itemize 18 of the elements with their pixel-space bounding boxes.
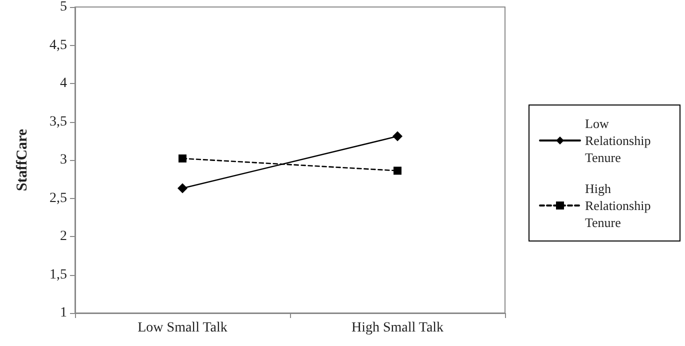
y-tick-label: 3 (60, 152, 67, 168)
y-tick-label: 1,5 (50, 267, 67, 282)
point (178, 183, 188, 194)
legend-label: Low Relationship Tenure (585, 116, 654, 165)
point (394, 166, 402, 175)
y-axis-title: StaffCare (14, 128, 30, 192)
legend-label: High Relationship Tenure (585, 181, 654, 230)
y-tick-label: 4 (60, 76, 67, 91)
y-tick-label: 1 (60, 306, 67, 320)
y-tick-label: 4,5 (50, 38, 67, 53)
x-tick-label: High Small Talk (351, 320, 444, 336)
y-tick-label: 3,5 (50, 114, 67, 130)
y-tick-label: 2,5 (50, 190, 67, 206)
y-tick-label: 2 (60, 229, 67, 244)
point (178, 154, 186, 162)
y-tick-label: 5 (60, 0, 67, 14)
x-tick-label: Low Small Talk (138, 320, 228, 336)
point (392, 131, 402, 142)
